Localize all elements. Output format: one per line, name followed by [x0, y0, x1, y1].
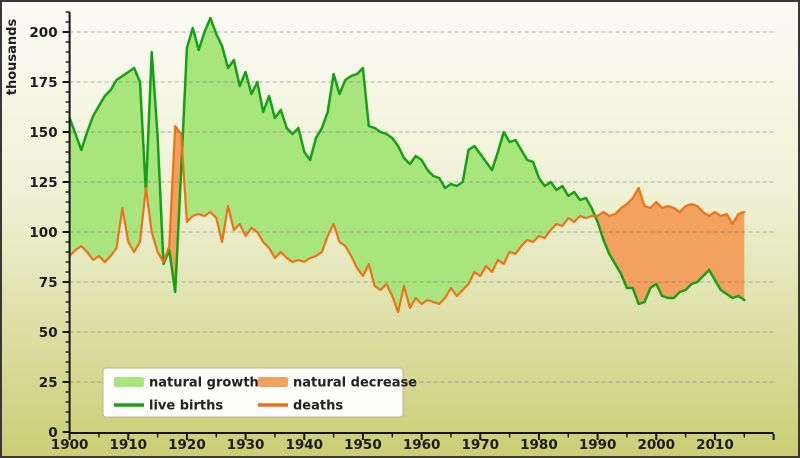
- legend-item-natural-growth: natural growth: [114, 376, 259, 391]
- natural-growth-area: [69, 68, 146, 262]
- legend-item-natural-decrease: natural decrease: [258, 376, 417, 391]
- legend: natural growth natural decrease live birth…: [102, 367, 417, 418]
- x-tick-label: 1970: [461, 437, 499, 453]
- x-tick-label: 2000: [637, 437, 675, 453]
- y-tick-label: 0: [48, 425, 57, 441]
- y-tick-label: 150: [29, 125, 57, 141]
- x-tick-label: 1910: [109, 437, 147, 453]
- y-tick-label: 100: [29, 225, 57, 241]
- legend-label: natural decrease: [293, 376, 417, 391]
- legend-area-swatch: [114, 377, 144, 387]
- legend-box: [102, 367, 404, 418]
- x-tick-label: 1920: [168, 437, 206, 453]
- legend-label: live births: [149, 399, 223, 414]
- y-tick-label: 75: [39, 275, 58, 291]
- y-tick-label: 125: [29, 175, 57, 191]
- deaths-line: [68, 124, 746, 314]
- x-tick-label: 1990: [579, 437, 617, 453]
- legend-label: natural growth: [149, 376, 259, 391]
- y-tick-label: 50: [39, 325, 58, 341]
- y-tick-label: 200: [29, 25, 57, 41]
- x-tick-label: 1980: [520, 437, 558, 453]
- x-tick-label: 1900: [51, 437, 89, 453]
- legend-area-swatch: [258, 377, 288, 387]
- legend-item-live-births: live births: [114, 399, 223, 414]
- y-tick-label: 175: [29, 75, 57, 91]
- x-tick-label: 1930: [227, 437, 265, 453]
- x-tick-label: 1940: [285, 437, 323, 453]
- legend-label: deaths: [293, 399, 343, 414]
- natural-decrease-area: [595, 188, 745, 304]
- natural-growth-area: [182, 18, 595, 312]
- x-tick-label: 2010: [696, 437, 734, 453]
- y-axis-title: thousands: [5, 19, 20, 96]
- y-tick-label: 25: [39, 375, 58, 391]
- legend-item-deaths: deaths: [258, 399, 343, 414]
- x-tick-label: 1960: [403, 437, 441, 453]
- x-tick-label: 1950: [344, 437, 382, 453]
